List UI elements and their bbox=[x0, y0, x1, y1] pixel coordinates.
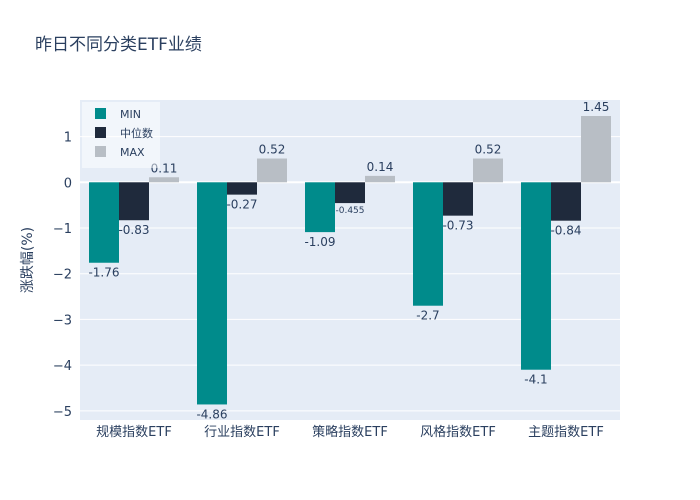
x-tick-label: 策略指数ETF bbox=[312, 424, 388, 440]
bars bbox=[89, 116, 611, 405]
bar-max[interactable] bbox=[581, 116, 611, 183]
legend-swatch[interactable] bbox=[95, 108, 106, 119]
legend[interactable]: MIN 中位数 MAX bbox=[82, 102, 160, 168]
bar-min[interactable] bbox=[413, 182, 443, 306]
bar-max[interactable] bbox=[473, 158, 503, 183]
bar-min[interactable] bbox=[89, 182, 119, 263]
legend-label[interactable]: MAX bbox=[120, 146, 145, 159]
bar-中位数[interactable] bbox=[443, 182, 473, 216]
bar-max[interactable] bbox=[365, 175, 395, 183]
data-label: -0.27 bbox=[226, 198, 257, 212]
data-label: -4.1 bbox=[524, 373, 547, 387]
legend-swatch[interactable] bbox=[95, 127, 106, 138]
x-tick-label: 风格指数ETF bbox=[420, 424, 496, 440]
data-label: 0.52 bbox=[259, 143, 286, 157]
x-tick-label: 规模指数ETF bbox=[96, 425, 172, 440]
bar-中位数[interactable] bbox=[335, 182, 365, 204]
data-label: -0.455 bbox=[335, 206, 364, 216]
bar-min[interactable] bbox=[521, 182, 551, 370]
y-tick-label: 1 bbox=[64, 131, 72, 146]
data-label: 1.45 bbox=[583, 100, 610, 114]
data-label: -2.7 bbox=[416, 309, 439, 323]
legend-label[interactable]: 中位数 bbox=[120, 126, 153, 140]
legend-swatch[interactable] bbox=[95, 146, 106, 157]
y-tick-label: 0 bbox=[64, 176, 72, 191]
y-tick-label: −5 bbox=[53, 405, 72, 420]
x-tick-label: 主题指数ETF bbox=[528, 425, 604, 440]
legend-label[interactable]: MIN bbox=[120, 108, 141, 121]
x-axis: 规模指数ETF 行业指数ETF 策略指数ETF 风格指数ETF 主题指数ETF bbox=[96, 424, 604, 440]
bar-中位数[interactable] bbox=[119, 182, 149, 221]
x-tick-label: 行业指数ETF bbox=[204, 425, 280, 440]
bar-中位数[interactable] bbox=[551, 182, 581, 221]
bar-中位数[interactable] bbox=[227, 182, 257, 195]
data-label: -1.09 bbox=[304, 235, 335, 249]
y-tick-label: −2 bbox=[53, 268, 72, 283]
data-label: -1.76 bbox=[88, 266, 119, 280]
data-label: 0.14 bbox=[367, 160, 394, 174]
chart-title: 昨日不同分类ETF业绩 bbox=[35, 35, 202, 55]
data-label: -0.84 bbox=[550, 224, 581, 238]
data-labels: -1.76-0.830.11-4.86-0.270.52-1.09-0.4550… bbox=[88, 100, 609, 421]
y-axis-label: 涨跌幅(%) bbox=[20, 227, 36, 293]
y-tick-label: −1 bbox=[53, 222, 72, 237]
bar-min[interactable] bbox=[197, 182, 227, 405]
y-tick-label: −4 bbox=[53, 359, 72, 374]
data-label: 0.52 bbox=[475, 143, 502, 157]
data-label: -4.86 bbox=[196, 407, 227, 421]
bar-min[interactable] bbox=[305, 182, 335, 233]
y-tick-label: −3 bbox=[53, 313, 72, 328]
y-axis: 1 0 −1 −2 −3 −4 −5 bbox=[53, 131, 72, 420]
data-label: -0.73 bbox=[442, 219, 473, 233]
bar-max[interactable] bbox=[257, 158, 287, 183]
data-label: -0.83 bbox=[118, 223, 149, 237]
bar-max[interactable] bbox=[149, 177, 179, 183]
